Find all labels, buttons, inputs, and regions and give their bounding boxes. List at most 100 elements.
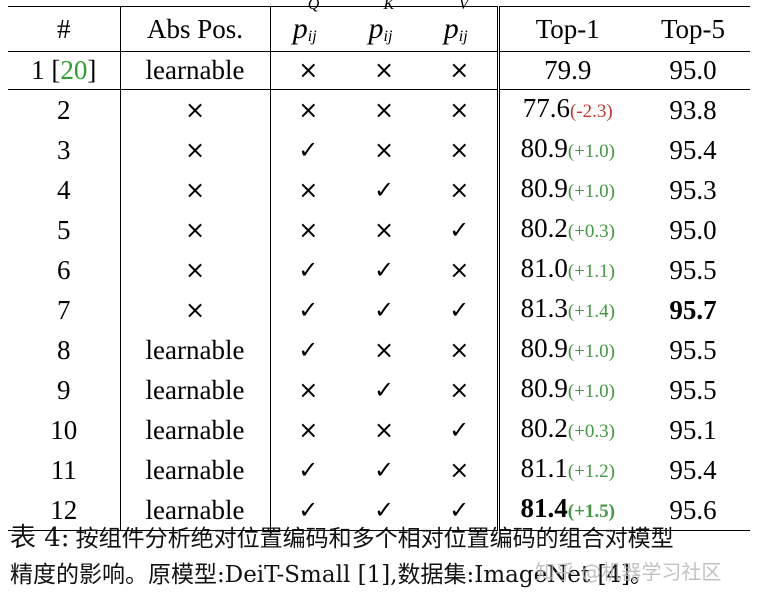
table-row: 10 learnable × × ✓ 80.2(+0.3) 95.1	[8, 410, 750, 450]
row-v: ×	[449, 375, 470, 404]
row-top1-delta: (-2.3)	[570, 101, 613, 122]
row-abs-pos: ×	[119, 210, 270, 250]
row-q: ✓	[269, 490, 346, 531]
row-top1: 80.2(+0.3)	[496, 410, 636, 450]
table-row: 2 × × × × 77.6(-2.3) 93.8	[8, 89, 750, 130]
row-k: ✓	[373, 495, 395, 524]
baseline-k: ×	[373, 56, 395, 84]
row-v: ×	[449, 95, 470, 124]
baseline-abs-pos: learnable	[119, 51, 270, 90]
row-num: 3	[57, 134, 71, 165]
table-row: 8 learnable ✓ × × 80.9(+1.0) 95.5	[8, 330, 750, 370]
row-v: ×	[449, 175, 470, 204]
row-num: 4	[57, 174, 71, 205]
row-k: ×	[373, 415, 395, 444]
row-top5: 95.3	[669, 174, 717, 205]
table-row: 9 learnable × ✓ × 80.9(+1.0) 95.5	[8, 370, 750, 410]
table-row: 6 × ✓ ✓ × 81.0(+1.1) 95.5	[8, 250, 750, 290]
row-q: ×	[269, 210, 346, 250]
row-abs-pos: ×	[119, 89, 270, 130]
row-v: ×	[449, 455, 470, 484]
table-row: 4 × × ✓ × 80.9(+1.0) 95.3	[8, 170, 750, 210]
row-v: ×	[449, 335, 470, 364]
row-num: 8	[57, 334, 71, 365]
row-top5: 95.5	[669, 374, 717, 405]
row-top1-value: 80.2	[520, 213, 568, 243]
row-k: ×	[373, 95, 395, 124]
table-caption: 表 4: 按组件分析绝对位置编码和多个相对位置编码的组合对模型 精度的影响。原模型…	[10, 520, 750, 593]
row-top5: 95.0	[669, 214, 717, 245]
row-top5: 95.5	[669, 254, 717, 285]
row-k: ✓	[373, 255, 395, 284]
row-num: 9	[57, 374, 71, 405]
row-top1: 81.4(+1.5)	[496, 490, 636, 531]
row-q: ×	[269, 89, 346, 130]
row-v: ×	[449, 135, 470, 164]
row-top5: 95.7	[669, 294, 717, 325]
citation-link[interactable]: 20	[60, 55, 88, 85]
row-abs-pos: ×	[119, 170, 270, 210]
row-top1-value: 81.0	[520, 253, 568, 283]
caption-label: 表 4:	[10, 523, 70, 553]
row-num: 6	[57, 254, 71, 285]
row-top1-value: 80.9	[520, 373, 568, 403]
row-top1-value: 81.1	[520, 453, 568, 483]
row-k: ✓	[373, 295, 395, 324]
row-abs-pos: learnable	[119, 410, 270, 450]
row-k: ✓	[373, 175, 395, 204]
row-top1-delta: (+0.3)	[567, 421, 615, 442]
row-top5: 93.8	[669, 94, 717, 125]
row-top1: 81.0(+1.1)	[496, 250, 636, 290]
row-v: ✓	[449, 495, 470, 524]
row-num: 2	[57, 94, 71, 125]
row-top1-value: 77.6	[522, 93, 570, 123]
row-k: ×	[373, 335, 395, 364]
row-top1: 80.9(+1.0)	[496, 330, 636, 370]
baseline-top5: 95.0	[669, 55, 717, 85]
table-row: 3 × ✓ × × 80.9(+1.0) 95.4	[8, 130, 750, 170]
table-row: 12 learnable ✓ ✓ ✓ 81.4(+1.5) 95.6	[8, 490, 750, 531]
row-q: ✓	[269, 330, 346, 370]
row-abs-pos: ×	[119, 290, 270, 330]
row-top1-value: 80.2	[520, 413, 568, 443]
row-q: ✓	[269, 290, 346, 330]
row-v: ✓	[449, 295, 470, 324]
row-top1-delta: (+1.1)	[567, 261, 615, 282]
row-k: ✓	[373, 375, 395, 404]
table-row: 5 × × × ✓ 80.2(+0.3) 95.0	[8, 210, 750, 250]
row-top1-value: 80.9	[520, 133, 568, 163]
row-q: ×	[269, 410, 346, 450]
row-top1-delta: (+1.4)	[567, 301, 615, 322]
row-k: ×	[373, 135, 395, 164]
row-abs-pos: ×	[119, 130, 270, 170]
row-top1-delta: (+1.5)	[567, 501, 615, 522]
row-top1-value: 81.4	[520, 493, 568, 523]
row-k: ✓	[373, 455, 395, 484]
row-top1-delta: (+0.3)	[567, 221, 615, 242]
baseline-v: ×	[449, 56, 470, 84]
row-v: ×	[449, 255, 470, 284]
caption-line1: 按组件分析绝对位置编码和多个相对位置编码的组合对模型	[75, 526, 674, 552]
header-num: #	[57, 14, 71, 44]
row-num: 11	[50, 454, 77, 485]
row-num: 5	[57, 214, 71, 245]
header-abs-pos: Abs Pos.	[119, 6, 270, 52]
row-num: 12	[50, 494, 78, 525]
row-top1: 77.6(-2.3)	[496, 89, 636, 130]
table-row: 11 learnable ✓ ✓ × 81.1(+1.2) 95.4	[8, 450, 750, 490]
row-q: ✓	[269, 250, 346, 290]
header-top1: Top-1	[496, 6, 636, 52]
row-top1-value: 81.3	[520, 293, 568, 323]
row-top1-delta: (+1.2)	[567, 461, 615, 482]
table-row: 7 × ✓ ✓ ✓ 81.3(+1.4) 95.7	[8, 290, 750, 330]
row-top1: 80.9(+1.0)	[496, 370, 636, 410]
row-top5: 95.4	[669, 454, 717, 485]
row-v: ✓	[449, 215, 470, 244]
row-top1: 81.1(+1.2)	[496, 450, 636, 490]
row-top5: 95.1	[669, 414, 717, 445]
